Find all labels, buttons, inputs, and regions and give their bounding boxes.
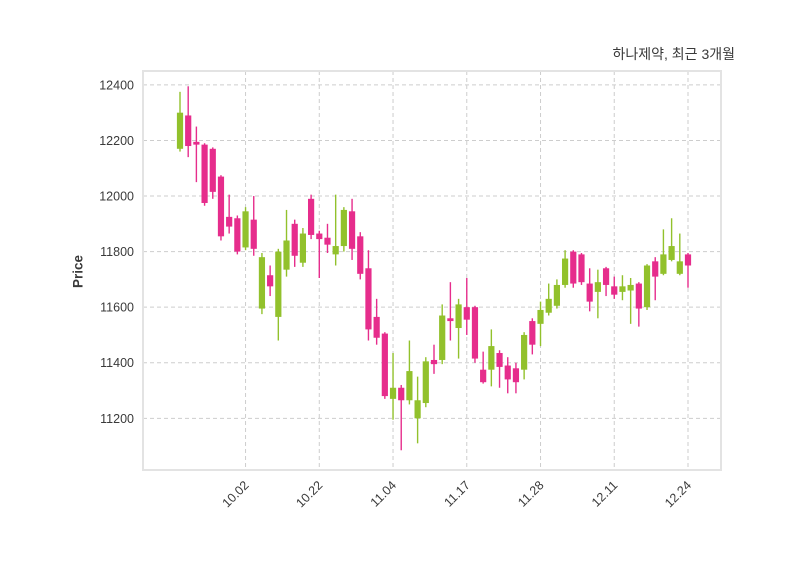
candle-body-up: [176, 112, 184, 149]
candle-body-up: [627, 284, 634, 291]
candle-body-up: [332, 246, 339, 255]
candle-body-up: [406, 371, 413, 401]
candle-body-up: [545, 298, 552, 313]
y-tick-label: 12200: [99, 134, 134, 148]
candle-body-down: [226, 216, 233, 227]
x-tick-label: 12.24: [662, 478, 694, 510]
candle-body-up: [594, 282, 601, 292]
candle-body-down: [586, 283, 593, 302]
candle-body-down: [234, 218, 241, 252]
candle-body-down: [365, 268, 372, 330]
candle-body-down: [471, 307, 479, 359]
y-tick-label: 12000: [99, 190, 134, 204]
candle-body-up: [553, 284, 561, 306]
candle-body-up: [422, 361, 429, 404]
plot-border: [142, 70, 722, 471]
candle-body-up: [521, 334, 528, 370]
candle-body-down: [635, 283, 642, 309]
candle-body-up: [537, 309, 544, 324]
candle-body-up: [389, 387, 397, 399]
candle-body-up: [275, 251, 282, 317]
candle-body-down: [193, 141, 200, 145]
candle-body-down: [684, 254, 692, 266]
candle-body-down: [185, 115, 192, 147]
x-tick-label: 11.04: [368, 478, 399, 509]
x-tick-label: 11.17: [442, 478, 473, 509]
candle-body-up: [619, 286, 626, 292]
x-tick-label: 10.22: [293, 478, 325, 510]
candle-body-down: [398, 387, 405, 401]
candle-body-down: [250, 219, 257, 249]
candle-body-down: [209, 148, 216, 192]
candle-body-up: [283, 240, 290, 270]
candle-body-down: [447, 318, 454, 322]
candle-body-down: [348, 211, 356, 249]
candle-body-down: [570, 251, 577, 284]
candle-body-down: [267, 275, 274, 287]
candle-body-down: [529, 321, 536, 345]
x-tick-label: 11.28: [515, 478, 546, 509]
candle-body-down: [217, 176, 225, 237]
y-axis-label: Price: [70, 254, 86, 289]
candle-body-down: [357, 236, 364, 274]
candle-body-down: [652, 261, 659, 277]
candle-body-down: [316, 233, 323, 240]
candle-body-down: [578, 254, 585, 283]
candle-body-down: [611, 286, 618, 295]
candle-body-up: [299, 233, 307, 263]
candle-body-down: [381, 333, 388, 397]
candle-body-down: [307, 198, 315, 235]
candle-body-up: [561, 258, 569, 285]
y-tick-label: 11200: [100, 412, 134, 426]
candle-body-down: [480, 369, 487, 383]
candle-body-up: [668, 246, 675, 260]
chart-title: 하나제약, 최근 3개월: [612, 46, 736, 62]
candle-body-up: [258, 257, 266, 309]
candle-body-down: [291, 223, 298, 256]
candle-body-down: [201, 144, 208, 203]
x-tick-label: 10.02: [220, 478, 252, 510]
candle-body-down: [324, 237, 331, 245]
candle-body-up: [660, 254, 667, 274]
candle-body-down: [430, 359, 438, 365]
candle-body-up: [676, 261, 683, 274]
y-tick-label: 11400: [100, 356, 134, 370]
y-tick-label: 11600: [100, 301, 134, 315]
candle-body-up: [340, 209, 347, 247]
candle-body-down: [496, 353, 503, 367]
candle-body-up: [439, 315, 446, 360]
x-tick-label: 12.11: [589, 478, 620, 509]
candle-body-up: [242, 211, 249, 248]
candle-body-up: [414, 400, 421, 419]
candle-body-down: [602, 268, 610, 285]
candle-body-up: [643, 265, 651, 308]
candle-body-down: [512, 368, 520, 383]
candle-body-down: [504, 365, 511, 380]
y-tick-label: 11800: [100, 245, 134, 259]
candle-body-down: [373, 316, 380, 338]
y-tick-label: 12400: [99, 78, 134, 92]
candle-body-up: [455, 304, 462, 329]
candle-body-up: [488, 346, 495, 370]
candle-body-down: [463, 307, 470, 320]
